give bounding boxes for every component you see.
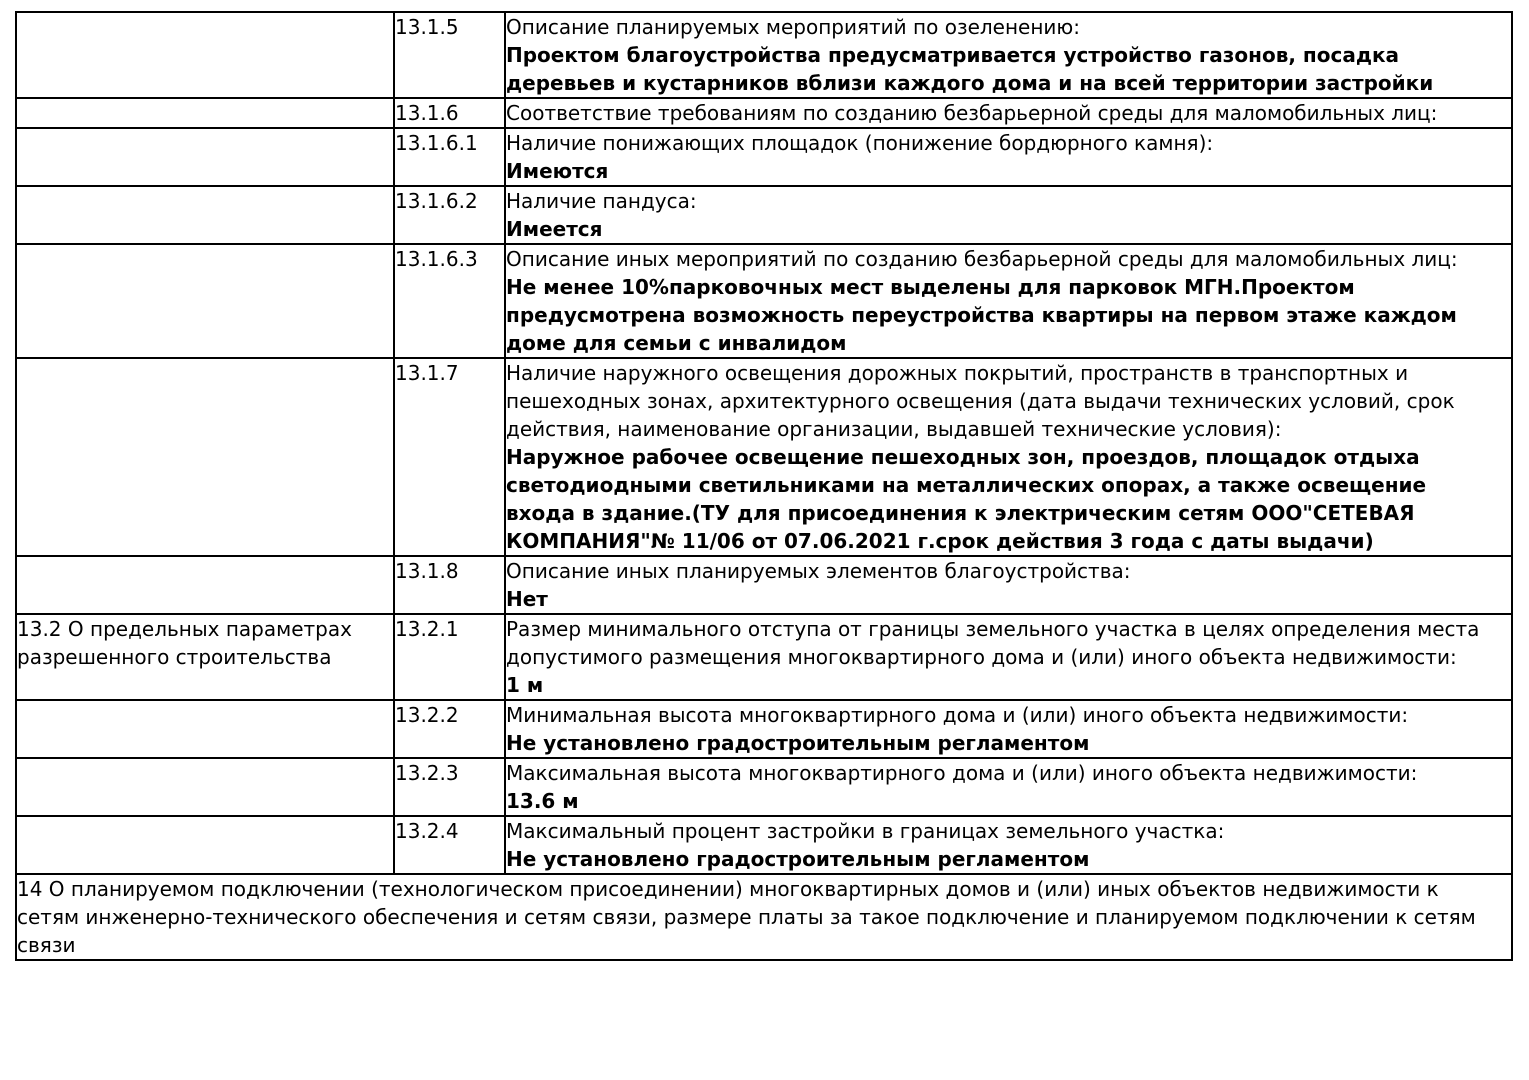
section-cell [15, 97, 395, 129]
item-label: Размер минимального отступа от границы з… [506, 617, 1480, 669]
item-content-cell: Минимальная высота многоквартирного дома… [504, 699, 1513, 759]
item-number-cell: 13.1.6.2 [393, 185, 506, 245]
item-label: Наличие понижающих площадок (понижение б… [506, 131, 1214, 155]
item-label: Максимальный процент застройки в граница… [506, 819, 1225, 843]
section-cell [15, 555, 395, 615]
table-row-13-2-3: 13.2.3 Максимальная высота многоквартирн… [15, 757, 1513, 817]
table-row-13-1-6: 13.1.6 Соответствие требованиям по созда… [15, 97, 1513, 129]
item-content-cell: Описание планируемых мероприятий по озел… [504, 11, 1513, 99]
item-content-cell: Размер минимального отступа от границы з… [504, 613, 1513, 701]
section-cell-13-2: 13.2 О предельных параметрах разрешенног… [15, 613, 395, 701]
table-row-13-1-8: 13.1.8 Описание иных планируемых элемент… [15, 555, 1513, 615]
item-number-cell: 13.2.1 [393, 613, 506, 701]
section-14-header-cell: 14 О планируемом подключении (технологич… [15, 873, 1513, 961]
item-number-cell: 13.1.7 [393, 357, 506, 557]
section-cell [15, 699, 395, 759]
item-content-cell: Описание иных планируемых элементов благ… [504, 555, 1513, 615]
table-row-section-14: 14 О планируемом подключении (технологич… [15, 873, 1513, 961]
item-label: Описание иных планируемых элементов благ… [506, 559, 1131, 583]
item-label: Описание иных мероприятий по созданию бе… [506, 247, 1458, 271]
item-value: Не установлено градостроительным регламе… [506, 847, 1090, 871]
item-label: Соответствие требованиям по созданию без… [506, 101, 1438, 125]
item-value: Не установлено градостроительным регламе… [506, 731, 1090, 755]
item-content-cell: Наличие пандуса: Имеется [504, 185, 1513, 245]
project-declaration-table: 13.1.5 Описание планируемых мероприятий … [15, 11, 1513, 961]
section-cell [15, 357, 395, 557]
item-value: Имеются [506, 159, 609, 183]
item-content-cell: Описание иных мероприятий по созданию бе… [504, 243, 1513, 359]
table-row-13-2-1: 13.2 О предельных параметрах разрешенног… [15, 613, 1513, 701]
item-number-cell: 13.2.3 [393, 757, 506, 817]
item-number-cell: 13.1.8 [393, 555, 506, 615]
section-cell [15, 185, 395, 245]
section-cell [15, 815, 395, 875]
item-value: Имеется [506, 217, 603, 241]
item-label: Минимальная высота многоквартирного дома… [506, 703, 1409, 727]
item-number-cell: 13.2.2 [393, 699, 506, 759]
item-number-cell: 13.1.6.1 [393, 127, 506, 187]
section-cell [15, 11, 395, 99]
item-content-cell: Соответствие требованиям по созданию без… [504, 97, 1513, 129]
item-value: 1 м [506, 673, 544, 697]
table-row-13-1-6-3: 13.1.6.3 Описание иных мероприятий по со… [15, 243, 1513, 359]
item-value: Нет [506, 587, 548, 611]
item-content-cell: Наличие наружного освещения дорожных пок… [504, 357, 1513, 557]
item-number-cell: 13.2.4 [393, 815, 506, 875]
item-content-cell: Максимальная высота многоквартирного дом… [504, 757, 1513, 817]
item-number-cell: 13.1.6.3 [393, 243, 506, 359]
table-row-13-1-5: 13.1.5 Описание планируемых мероприятий … [15, 11, 1513, 99]
item-label: Максимальная высота многоквартирного дом… [506, 761, 1418, 785]
section-cell [15, 243, 395, 359]
item-value: 13.6 м [506, 789, 579, 813]
table-row-13-2-4: 13.2.4 Максимальный процент застройки в … [15, 815, 1513, 875]
table-row-13-1-7: 13.1.7 Наличие наружного освещения дорож… [15, 357, 1513, 557]
item-content-cell: Максимальный процент застройки в граница… [504, 815, 1513, 875]
table-row-13-1-6-2: 13.1.6.2 Наличие пандуса: Имеется [15, 185, 1513, 245]
item-number-cell: 13.1.6 [393, 97, 506, 129]
item-value: Проектом благоустройства предусматривает… [506, 43, 1434, 95]
table-row-13-1-6-1: 13.1.6.1 Наличие понижающих площадок (по… [15, 127, 1513, 187]
section-cell [15, 757, 395, 817]
item-value: Не менее 10%парковочных мест выделены дл… [506, 275, 1457, 355]
section-cell [15, 127, 395, 187]
item-value: Наружное рабочее освещение пешеходных зо… [506, 445, 1427, 553]
item-content-cell: Наличие понижающих площадок (понижение б… [504, 127, 1513, 187]
item-label: Наличие пандуса: [506, 189, 697, 213]
item-number-cell: 13.1.5 [393, 11, 506, 99]
item-label: Описание планируемых мероприятий по озел… [506, 15, 1080, 39]
item-label: Наличие наружного освещения дорожных пок… [506, 361, 1455, 441]
table-row-13-2-2: 13.2.2 Минимальная высота многоквартирно… [15, 699, 1513, 759]
